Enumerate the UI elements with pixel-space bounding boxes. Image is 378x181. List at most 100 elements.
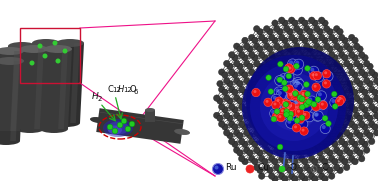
Circle shape: [319, 34, 325, 41]
Circle shape: [337, 150, 343, 156]
Circle shape: [320, 124, 330, 134]
Circle shape: [295, 96, 299, 100]
Circle shape: [318, 116, 322, 120]
Circle shape: [320, 88, 324, 91]
Circle shape: [290, 140, 294, 143]
Circle shape: [330, 105, 334, 109]
Circle shape: [352, 54, 358, 61]
Circle shape: [121, 118, 127, 124]
Circle shape: [328, 99, 332, 103]
Circle shape: [287, 106, 291, 110]
Circle shape: [299, 92, 308, 101]
Circle shape: [349, 52, 355, 58]
Circle shape: [250, 105, 254, 109]
Circle shape: [372, 124, 378, 130]
Text: C: C: [321, 163, 327, 172]
Circle shape: [279, 112, 284, 116]
Circle shape: [278, 116, 282, 120]
Circle shape: [228, 121, 235, 127]
Circle shape: [290, 122, 294, 126]
Circle shape: [280, 99, 289, 107]
Circle shape: [299, 173, 305, 179]
Circle shape: [292, 37, 298, 44]
Circle shape: [308, 17, 315, 23]
Circle shape: [239, 52, 245, 58]
Circle shape: [308, 116, 312, 120]
Circle shape: [278, 64, 282, 68]
Circle shape: [288, 59, 297, 69]
Circle shape: [328, 52, 335, 58]
Circle shape: [274, 26, 280, 32]
Circle shape: [295, 108, 304, 116]
Circle shape: [339, 155, 345, 162]
Circle shape: [330, 70, 334, 74]
Polygon shape: [0, 51, 24, 131]
Circle shape: [328, 116, 332, 120]
Circle shape: [307, 28, 313, 35]
Circle shape: [296, 115, 305, 123]
Circle shape: [252, 37, 258, 44]
Circle shape: [344, 43, 350, 49]
Circle shape: [288, 17, 295, 23]
Circle shape: [340, 70, 344, 74]
Circle shape: [258, 99, 262, 103]
Circle shape: [242, 37, 248, 44]
Circle shape: [252, 141, 258, 148]
Circle shape: [242, 72, 248, 78]
Circle shape: [265, 113, 269, 117]
Circle shape: [247, 132, 253, 139]
Circle shape: [352, 37, 358, 44]
Circle shape: [308, 64, 312, 68]
Circle shape: [299, 104, 305, 110]
Circle shape: [373, 130, 378, 136]
Circle shape: [304, 99, 308, 103]
Circle shape: [237, 63, 243, 70]
Circle shape: [277, 109, 287, 119]
Circle shape: [259, 138, 265, 145]
Circle shape: [283, 125, 287, 129]
Circle shape: [295, 62, 299, 65]
Circle shape: [285, 73, 290, 77]
Circle shape: [357, 81, 363, 87]
Circle shape: [322, 70, 331, 78]
Circle shape: [304, 104, 308, 108]
Circle shape: [313, 43, 320, 49]
Circle shape: [263, 125, 267, 129]
Circle shape: [285, 113, 289, 117]
Circle shape: [273, 96, 277, 100]
Circle shape: [297, 95, 301, 99]
Circle shape: [293, 43, 300, 49]
Circle shape: [234, 60, 240, 67]
Polygon shape: [58, 49, 68, 129]
Circle shape: [239, 69, 245, 75]
Text: 6: 6: [134, 89, 138, 95]
Circle shape: [285, 62, 289, 65]
Circle shape: [294, 67, 298, 71]
Circle shape: [333, 26, 340, 32]
Circle shape: [333, 164, 340, 171]
Circle shape: [273, 142, 277, 146]
Circle shape: [275, 131, 279, 135]
Circle shape: [227, 63, 233, 70]
Circle shape: [274, 114, 277, 117]
Circle shape: [283, 66, 289, 72]
Circle shape: [322, 176, 328, 181]
Circle shape: [347, 132, 353, 139]
Circle shape: [302, 158, 308, 165]
Circle shape: [265, 62, 269, 65]
Circle shape: [283, 100, 292, 109]
Circle shape: [314, 72, 324, 82]
Circle shape: [372, 106, 378, 113]
Circle shape: [278, 134, 282, 138]
Circle shape: [302, 103, 312, 113]
Circle shape: [284, 43, 290, 49]
Circle shape: [252, 158, 258, 165]
Circle shape: [310, 140, 314, 143]
Circle shape: [296, 81, 300, 85]
Circle shape: [306, 99, 311, 104]
Circle shape: [302, 37, 308, 44]
Circle shape: [300, 97, 303, 100]
Circle shape: [313, 108, 317, 112]
Circle shape: [290, 110, 293, 113]
Circle shape: [320, 122, 324, 126]
